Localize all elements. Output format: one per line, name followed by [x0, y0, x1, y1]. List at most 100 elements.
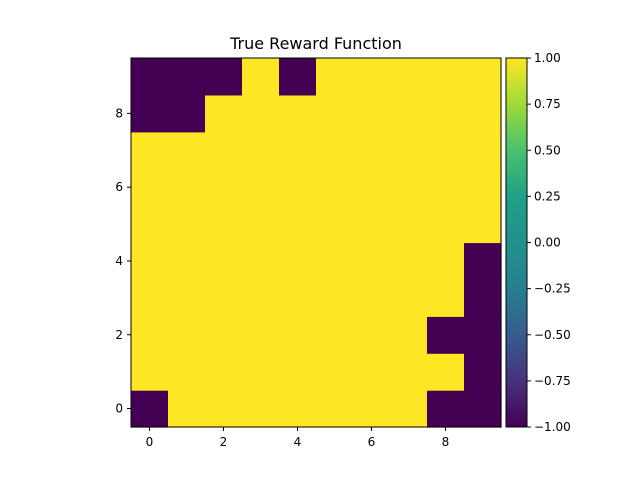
heatmap-cell — [390, 168, 428, 207]
heatmap-cell — [464, 94, 502, 133]
heatmap-cell — [279, 168, 317, 207]
x-axis: 0 2 4 6 8 — [146, 427, 449, 449]
heatmap-cell — [464, 316, 502, 354]
heatmap-cell — [279, 390, 317, 428]
heatmap-cell — [168, 205, 206, 244]
heatmap-cell — [427, 205, 465, 244]
heatmap-cell — [427, 242, 465, 280]
heatmap-cell — [353, 58, 391, 96]
heatmap-cell — [390, 94, 428, 133]
colorbar-tick-label: 0.25 — [534, 189, 561, 203]
heatmap-cell — [168, 58, 206, 96]
heatmap-cell — [427, 353, 465, 391]
heatmap-cell — [427, 58, 465, 96]
heatmap-cell — [168, 279, 206, 317]
x-tick-label: 0 — [146, 435, 154, 449]
heatmap-cell — [205, 205, 243, 244]
heatmap-cell — [168, 131, 206, 170]
heatmap-cell — [168, 353, 206, 391]
heatmap-cell — [353, 168, 391, 207]
heatmap-cell — [279, 279, 317, 317]
heatmap-cell — [242, 279, 280, 317]
colorbar-tick-label: −0.50 — [534, 328, 571, 342]
y-tick-label: 4 — [115, 254, 123, 268]
heatmap-cell — [242, 390, 280, 428]
heatmap-cell — [353, 205, 391, 244]
heatmap-cell — [464, 279, 502, 317]
heatmap-cell — [353, 242, 391, 280]
heatmap-cell — [131, 168, 169, 207]
colorbar-tick-label: 1.00 — [534, 51, 561, 65]
heatmap-cell — [427, 279, 465, 317]
heatmap-cell — [464, 242, 502, 280]
colorbar-tick-label: 0.00 — [534, 236, 561, 250]
heatmap-cell — [353, 94, 391, 133]
heatmap-cell — [131, 131, 169, 170]
heatmap-cell — [316, 353, 354, 391]
heatmap-cell — [131, 316, 169, 354]
heatmap-cell — [279, 205, 317, 244]
heatmap-cell — [279, 242, 317, 280]
heatmap-cell — [279, 131, 317, 170]
heatmap-cell — [131, 205, 169, 244]
heatmap-cell — [168, 316, 206, 354]
heatmap-cell — [390, 390, 428, 428]
heatmap-cell — [242, 353, 280, 391]
heatmap-cell — [427, 168, 465, 207]
heatmap-cell — [353, 279, 391, 317]
heatmap-cell — [427, 94, 465, 133]
heatmap-cell — [168, 242, 206, 280]
heatmap-cell — [316, 390, 354, 428]
heatmap-cell — [131, 353, 169, 391]
heatmap-cell — [279, 58, 317, 96]
heatmap-cell — [464, 58, 502, 96]
heatmap-cell — [242, 58, 280, 96]
heatmap-cell — [279, 94, 317, 133]
heatmap-cell — [316, 168, 354, 207]
colorbar-tick-label: 0.75 — [534, 97, 561, 111]
heatmap-cells — [131, 58, 502, 428]
heatmap-cell — [131, 94, 169, 133]
y-axis: 0 2 4 6 8 — [115, 106, 131, 416]
colorbar-tick-label: −0.25 — [534, 282, 571, 296]
heatmap-cell — [353, 316, 391, 354]
heatmap-cell — [205, 353, 243, 391]
heatmap-cell — [242, 242, 280, 280]
heatmap-cell — [168, 168, 206, 207]
heatmap-cell — [353, 390, 391, 428]
heatmap-cell — [316, 58, 354, 96]
y-tick-label: 6 — [115, 180, 123, 194]
heatmap-cell — [353, 131, 391, 170]
heatmap-cell — [205, 131, 243, 170]
heatmap-cell — [131, 58, 169, 96]
heatmap-cell — [131, 242, 169, 280]
heatmap-cell — [242, 168, 280, 207]
heatmap-cell — [205, 242, 243, 280]
heatmap-cell — [316, 316, 354, 354]
x-tick-label: 6 — [368, 435, 376, 449]
heatmap-cell — [464, 168, 502, 207]
heatmap-cell — [390, 316, 428, 354]
heatmap-cell — [168, 94, 206, 133]
heatmap-cell — [242, 205, 280, 244]
heatmap-cell — [464, 131, 502, 170]
heatmap-cell — [464, 390, 502, 428]
heatmap-cell — [205, 390, 243, 428]
heatmap-cell — [316, 242, 354, 280]
heatmap-cell — [427, 316, 465, 354]
heatmap-cell — [131, 390, 169, 428]
heatmap-cell — [427, 390, 465, 428]
y-tick-label: 0 — [115, 402, 123, 416]
colorbar-tick-label: −1.00 — [534, 420, 571, 434]
heatmap-cell — [427, 131, 465, 170]
colorbar-tick-label: 0.50 — [534, 143, 561, 157]
colorbar-ticks: 1.00 0.75 0.50 0.25 0.00 −0.25 −0.50 −0.75 −1.00 — [527, 51, 571, 434]
heatmap-cell — [242, 316, 280, 354]
colorbar-tick-label: −0.75 — [534, 374, 571, 388]
heatmap-cell — [205, 168, 243, 207]
heatmap-cell — [316, 205, 354, 244]
heatmap-cell — [316, 131, 354, 170]
heatmap-cell — [131, 279, 169, 317]
colorbar — [505, 57, 528, 428]
